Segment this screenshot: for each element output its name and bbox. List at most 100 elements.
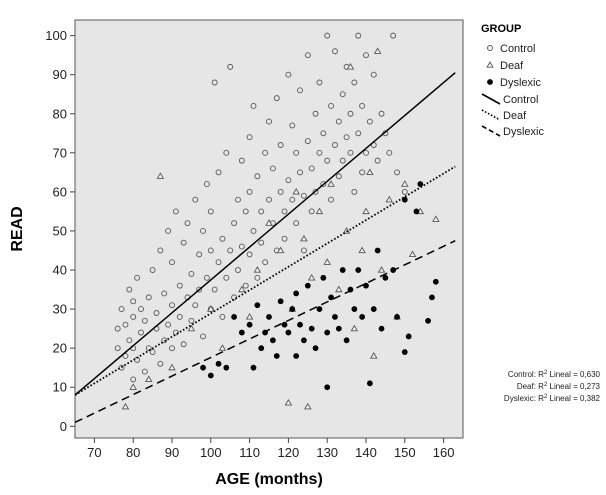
data-point-deaf [350,324,359,332]
data-point-control [316,79,323,86]
data-point-control [366,118,373,125]
data-point-control [122,321,129,328]
data-point-dyslexic [370,306,377,312]
data-point-control [359,169,366,176]
data-point-deaf [323,258,331,265]
data-point-control [169,345,175,352]
data-point-dyslexic [266,313,272,320]
data-point-dyslexic [405,333,412,340]
x-tick-label: 110 [239,445,260,460]
data-point-deaf [300,234,308,242]
legend-line-deaf [481,109,501,121]
data-point-control [262,149,269,156]
data-point-deaf [207,305,215,312]
data-point-deaf [168,363,176,371]
data-point-control [200,333,206,340]
data-point-control [328,196,335,203]
data-point-control [169,302,175,309]
data-point-deaf [401,180,409,187]
data-point-control [277,188,284,195]
y-tick-label: 80 [53,106,67,121]
data-point-dyslexic [312,345,319,352]
data-point-dyslexic [324,384,331,391]
data-point-dyslexic [269,337,276,344]
data-point-control [130,376,137,383]
data-point-control [285,177,292,184]
data-point-deaf [245,312,254,320]
legend-entries: Control Deaf Dyslexic Control Deaf Dyslexic [481,43,544,138]
data-point-control [250,102,257,109]
data-point-control [211,79,218,86]
x-tick-label: 80 [126,445,140,460]
data-point-control [207,208,214,215]
data-point-control [141,317,148,324]
data-point-control [269,165,276,172]
data-point-control [335,173,342,180]
data-point-dyslexic [273,353,280,359]
data-point-control [188,317,195,324]
data-point-control [227,247,234,254]
legend-line-control [481,93,501,105]
data-point-dyslexic [316,306,323,312]
data-point-control [335,118,342,125]
data-point-control [242,282,249,289]
data-point-control [273,95,280,102]
data-point-dyslexic [351,306,358,312]
data-point-deaf [373,47,382,54]
data-point-control [223,274,230,281]
data-point-control [304,138,311,145]
data-point-deaf [276,246,285,254]
data-point-dyslexic [328,294,334,301]
data-point-control [122,353,129,359]
data-point-control [351,79,358,86]
data-point-control [145,345,152,352]
data-point-deaf [366,168,374,176]
data-point-control [347,110,354,117]
data-point-dyslexic [429,294,435,301]
data-point-control [390,32,397,39]
legend-marker-control [487,45,493,51]
data-point-control [130,313,137,320]
data-point-control [180,341,187,348]
data-point-dyslexic [374,247,381,254]
data-point-control [320,181,327,188]
data-point-dyslexic [277,298,284,305]
data-point-control [386,149,393,156]
data-point-deaf [335,285,343,293]
data-point-control [300,247,307,254]
data-point-control [343,134,350,141]
data-point-dyslexic [394,313,400,320]
data-point-control [359,102,366,109]
data-point-deaf [304,402,312,410]
data-point-dyslexic [359,313,366,320]
data-point-control [134,274,141,281]
data-point-control [145,294,152,301]
data-point-control [293,220,300,227]
data-point-control [231,220,238,227]
data-point-deaf [218,344,227,351]
data-point-control [231,294,238,301]
data-point-control [289,196,296,203]
r2-annotation: Deaf: R2 Lineal = 0,273 [517,382,601,391]
x-tick-label: 130 [316,445,338,460]
data-point-control [355,130,362,137]
data-point-dyslexic [293,290,300,297]
data-point-control [235,196,241,203]
data-point-control [200,228,206,234]
data-point-dyslexic [215,360,222,367]
data-point-dyslexic [413,208,420,215]
data-point-control [126,337,133,344]
data-point-control [312,188,319,195]
data-point-control [258,239,265,246]
data-point-control [293,149,300,156]
data-point-control [169,259,175,266]
data-point-control [172,208,179,215]
data-point-dyslexic [246,321,253,328]
data-point-control [138,306,144,313]
data-point-deaf [187,324,196,332]
data-point-deaf [253,266,262,273]
data-point-dyslexic [231,313,237,320]
data-point-control [308,165,315,172]
data-point-control [242,208,249,215]
legend: GROUP Control Deaf Dyslexic Control Deaf Dysl… [481,23,544,138]
